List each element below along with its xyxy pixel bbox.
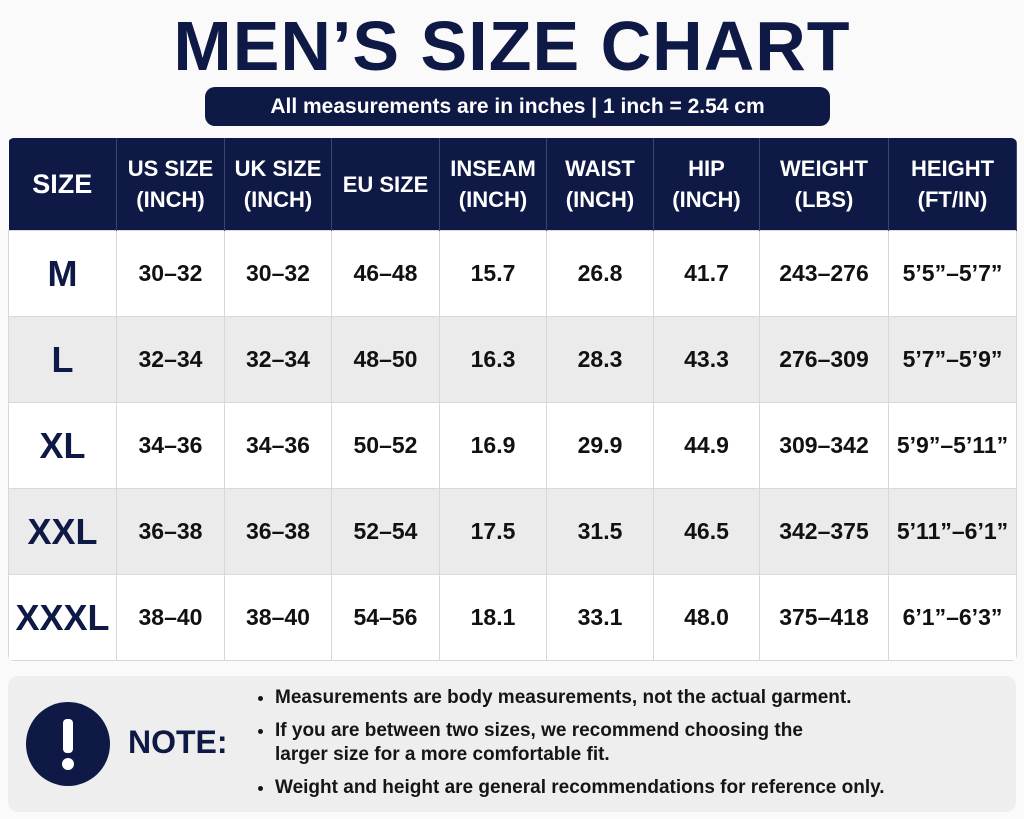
table-cell: 16.3	[439, 316, 547, 403]
size-cell: XL	[8, 402, 117, 489]
size-table: SIZE US SIZE (INCH) UK SIZE (INCH) EU SIZE INS…	[8, 138, 1017, 661]
table-cell: 18.1	[439, 574, 547, 661]
table-cell: 38–40	[116, 574, 225, 661]
table-cell: 309–342	[759, 402, 889, 489]
column-header: WAIST (INCH)	[546, 138, 654, 231]
table-cell: 54–56	[331, 574, 440, 661]
table-cell: 48.0	[653, 574, 760, 661]
column-header: US SIZE (INCH)	[116, 138, 225, 231]
table-cell: 36–38	[224, 488, 332, 575]
table-cell: 17.5	[439, 488, 547, 575]
table-cell: 243–276	[759, 230, 889, 317]
table-cell: 5’5”–5’7”	[888, 230, 1017, 317]
table-cell: 46–48	[331, 230, 440, 317]
table-row: XL 34–36 34–36 50–52 16.9 29.9 44.9 309–342 5’9”…	[8, 402, 1017, 489]
header-line: (INCH)	[672, 187, 741, 212]
table-cell: 5’7”–5’9”	[888, 316, 1017, 403]
table-cell: 34–36	[116, 402, 225, 489]
title: MEN’S SIZE CHART	[173, 7, 851, 85]
header-line: SIZE	[32, 168, 93, 199]
note-box: NOTE: Measurements are body measurements…	[8, 676, 1016, 812]
table-cell: 34–36	[224, 402, 332, 489]
size-cell: XXL	[8, 488, 117, 575]
table-row: M 30–32 30–32 46–48 15.7 26.8 41.7 243–276 5’5”–…	[8, 230, 1017, 317]
note-item: Measurements are body measurements, not …	[275, 686, 975, 710]
header-line: EU SIZE	[342, 171, 429, 197]
table-cell: 29.9	[546, 402, 654, 489]
table-cell: 33.1	[546, 574, 654, 661]
header-line: US SIZE	[127, 156, 214, 181]
header-row: SIZE US SIZE (INCH) UK SIZE (INCH) EU SIZE INS…	[8, 138, 1017, 231]
header-line: (INCH)	[458, 187, 528, 212]
note-item: If you are between two sizes, we recomme…	[275, 719, 835, 767]
column-header: WEIGHT (LBS)	[759, 138, 889, 231]
table-cell: 342–375	[759, 488, 889, 575]
note-item: Weight and height are general recommenda…	[275, 776, 975, 800]
table-cell: 52–54	[331, 488, 440, 575]
table-row: XXL 36–38 36–38 52–54 17.5 31.5 46.5 342–375 5’1…	[8, 488, 1017, 575]
table-cell: 276–309	[759, 316, 889, 403]
column-header: INSEAM (INCH)	[439, 138, 547, 231]
table-cell: 28.3	[546, 316, 654, 403]
table-cell: 31.5	[546, 488, 654, 575]
header-line: INSEAM	[450, 156, 536, 181]
table-cell: 46.5	[653, 488, 760, 575]
column-header: HEIGHT (FT/IN)	[888, 138, 1017, 231]
table-cell: 36–38	[116, 488, 225, 575]
column-header: UK SIZE (INCH)	[224, 138, 332, 231]
table-row: XXXL 38–40 38–40 54–56 18.1 33.1 48.0 375–418 6’…	[8, 574, 1017, 661]
table-cell: 32–34	[116, 316, 225, 403]
header-line: UK SIZE	[234, 156, 322, 181]
header-line: (INCH)	[565, 187, 635, 212]
header-line: (FT/IN)	[917, 187, 988, 212]
note-list: Measurements are body measurements, not …	[258, 686, 975, 809]
alert-icon	[26, 702, 110, 786]
header-line: HIP	[688, 156, 725, 181]
header-line: (INCH)	[136, 187, 205, 212]
column-header: HIP (INCH)	[653, 138, 760, 231]
subtitle: All measurements are in inches | 1 inch …	[205, 87, 830, 126]
column-header: EU SIZE	[331, 138, 440, 231]
table-cell: 44.9	[653, 402, 760, 489]
header-line: HEIGHT	[910, 156, 995, 181]
table-cell: 16.9	[439, 402, 547, 489]
note-label: NOTE:	[128, 724, 228, 760]
header-line: WAIST	[565, 156, 635, 181]
table-cell: 6’1”–6’3”	[888, 574, 1017, 661]
table-cell: 32–34	[224, 316, 332, 403]
table-cell: 15.7	[439, 230, 547, 317]
table-cell: 30–32	[224, 230, 332, 317]
table-cell: 5’9”–5’11”	[888, 402, 1017, 489]
size-cell: L	[8, 316, 117, 403]
header-line: (LBS)	[794, 187, 854, 212]
header-line: WEIGHT	[780, 156, 868, 181]
table-cell: 30–32	[116, 230, 225, 317]
table-cell: 48–50	[331, 316, 440, 403]
table-body: M 30–32 30–32 46–48 15.7 26.8 41.7 243–276 5’5”–…	[8, 230, 1017, 661]
size-cell: XXXL	[8, 574, 117, 661]
table-cell: 43.3	[653, 316, 760, 403]
table-cell: 50–52	[331, 402, 440, 489]
table-cell: 26.8	[546, 230, 654, 317]
table-cell: 375–418	[759, 574, 889, 661]
table-cell: 41.7	[653, 230, 760, 317]
header-line: (INCH)	[243, 187, 313, 212]
table-cell: 5’11”–6’1”	[888, 488, 1017, 575]
column-header: SIZE	[8, 138, 117, 231]
table-cell: 38–40	[224, 574, 332, 661]
table-row: L 32–34 32–34 48–50 16.3 28.3 43.3 276–309 5’7”–…	[8, 316, 1017, 403]
size-cell: M	[8, 230, 117, 317]
